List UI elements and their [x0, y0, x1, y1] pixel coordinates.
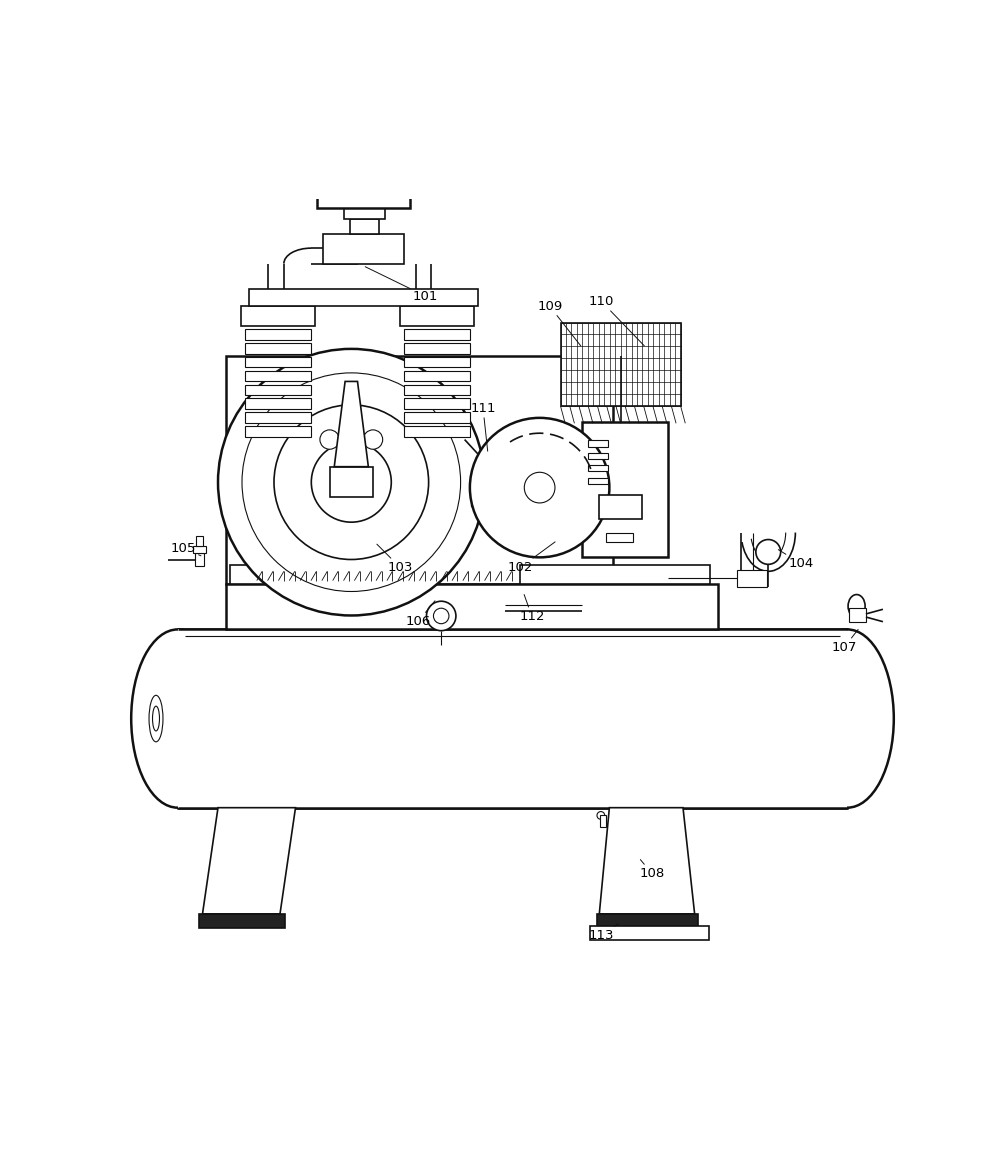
Polygon shape — [334, 381, 368, 467]
Ellipse shape — [470, 418, 609, 558]
Bar — [230, 565, 427, 584]
Bar — [606, 532, 633, 541]
Ellipse shape — [597, 811, 605, 819]
Bar — [245, 357, 311, 367]
Bar — [588, 440, 608, 446]
Bar — [350, 152, 361, 162]
Bar — [849, 608, 866, 622]
Bar — [404, 385, 470, 395]
Bar — [245, 426, 311, 437]
Text: 102: 102 — [508, 541, 555, 574]
Bar — [600, 816, 606, 827]
Bar — [317, 162, 410, 208]
Bar — [245, 385, 311, 395]
Bar — [195, 553, 204, 566]
Bar — [196, 537, 203, 546]
Text: 113: 113 — [588, 924, 618, 942]
Bar — [193, 546, 206, 553]
Bar — [404, 343, 470, 353]
Bar — [178, 630, 847, 808]
Bar — [588, 465, 608, 472]
Polygon shape — [202, 808, 296, 913]
Ellipse shape — [311, 443, 391, 522]
Bar — [245, 399, 311, 409]
Bar — [330, 467, 373, 497]
Ellipse shape — [426, 601, 456, 631]
Bar — [226, 356, 613, 584]
Bar — [404, 329, 470, 339]
Bar — [400, 307, 474, 325]
Bar — [588, 453, 608, 459]
Bar — [561, 323, 681, 407]
Bar — [588, 478, 608, 483]
Bar — [350, 218, 379, 235]
Bar — [404, 357, 470, 367]
Bar — [737, 569, 767, 587]
Ellipse shape — [801, 630, 894, 808]
Ellipse shape — [524, 472, 555, 503]
Bar — [597, 913, 698, 927]
Ellipse shape — [320, 430, 339, 450]
Ellipse shape — [218, 349, 485, 616]
Ellipse shape — [433, 608, 449, 624]
Ellipse shape — [848, 595, 865, 618]
Ellipse shape — [274, 404, 429, 559]
Bar — [404, 426, 470, 437]
Text: 111: 111 — [470, 402, 496, 451]
Bar — [323, 235, 404, 264]
Bar — [404, 399, 470, 409]
Bar — [249, 289, 478, 307]
Text: 101: 101 — [365, 267, 438, 302]
Bar — [226, 584, 718, 630]
Text: 104: 104 — [778, 550, 813, 571]
Bar — [344, 208, 385, 218]
Bar — [178, 630, 847, 808]
Bar — [599, 495, 642, 518]
Text: 103: 103 — [377, 544, 413, 574]
Bar — [199, 913, 285, 927]
Text: 107: 107 — [832, 630, 858, 654]
Ellipse shape — [363, 430, 383, 450]
Bar — [520, 565, 710, 584]
Text: 110: 110 — [589, 295, 644, 346]
Ellipse shape — [348, 145, 362, 159]
Bar — [241, 307, 315, 325]
Bar — [582, 422, 668, 558]
Text: 108: 108 — [639, 860, 665, 880]
Polygon shape — [599, 808, 695, 913]
Text: 109: 109 — [537, 300, 581, 346]
Bar — [245, 413, 311, 423]
Bar — [245, 371, 311, 381]
Bar — [590, 926, 709, 940]
Text: 105: 105 — [170, 541, 201, 555]
Text: 112: 112 — [519, 595, 545, 623]
Text: 106: 106 — [405, 601, 435, 629]
Ellipse shape — [756, 539, 781, 565]
Ellipse shape — [131, 630, 224, 808]
Bar — [245, 329, 311, 339]
Bar — [245, 343, 311, 353]
Bar — [404, 413, 470, 423]
Bar — [404, 371, 470, 381]
